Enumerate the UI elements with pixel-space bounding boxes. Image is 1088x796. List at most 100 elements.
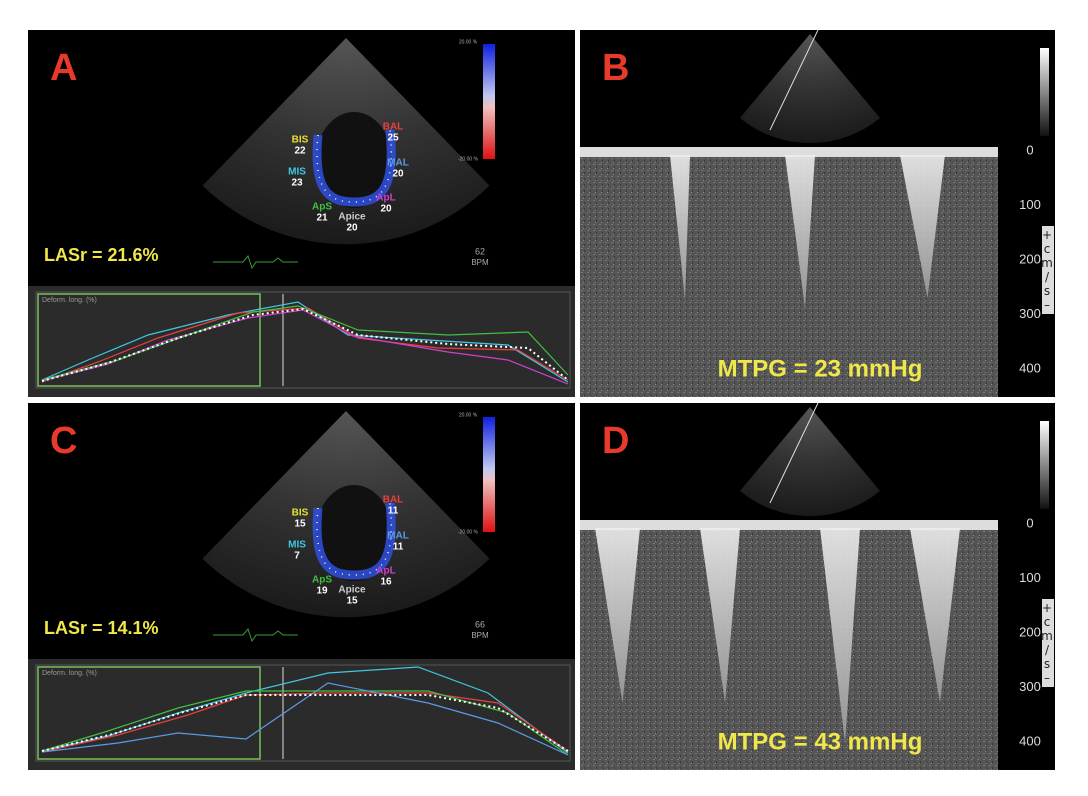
strain-plot-bg <box>28 286 575 397</box>
strain-curve <box>41 690 569 756</box>
segment-value: 11 <box>388 506 399 517</box>
segment-name: MIS <box>288 540 306 551</box>
scale-min: -20.00 % <box>458 529 479 535</box>
panel: 20.00 %-20.00 %ABIS22BAL25MIS23MAL20ApS2… <box>28 30 575 397</box>
cursor-beam <box>769 29 819 131</box>
segment-value: 23 <box>291 178 303 189</box>
segment-name: MIS <box>288 167 306 178</box>
selection-box <box>37 293 261 387</box>
axis-unit: +cm/s– <box>1040 226 1054 314</box>
jet <box>700 528 740 703</box>
segment-value: 16 <box>380 577 392 588</box>
axis-tick: 400 <box>1019 360 1041 375</box>
scale-min: -20.00 % <box>458 156 479 162</box>
plot-label: Deform. long. (%) <box>42 297 97 304</box>
strain-curve <box>41 682 569 756</box>
strain-curve <box>41 694 569 752</box>
segment-value: 22 <box>294 146 306 157</box>
scale-max: 20.00 % <box>459 412 478 418</box>
jet <box>670 155 690 300</box>
segment-value: 11 <box>393 542 404 553</box>
jet <box>900 155 945 298</box>
segment-name: ApS <box>312 202 332 213</box>
heart-rate-unit: BPM <box>471 258 489 267</box>
segment-value: 21 <box>316 213 328 224</box>
panel-letter: B <box>602 47 629 89</box>
gray-bar <box>1040 48 1049 136</box>
strain-curve <box>41 692 569 753</box>
segment-value: 25 <box>387 133 399 144</box>
segment-name: BIS <box>292 135 309 146</box>
baseline <box>580 520 998 530</box>
segment-value: 19 <box>316 586 328 597</box>
gray-bar <box>1040 421 1049 509</box>
lasr: LASr = 14.1% <box>44 618 159 638</box>
strain-plot-frame <box>35 291 571 389</box>
panel-letter: A <box>50 47 77 89</box>
color-scale <box>483 44 495 159</box>
axis-tick: 100 <box>1019 197 1041 212</box>
ecg-trace <box>213 627 298 643</box>
heart-rate: 66 <box>475 619 485 629</box>
axis-tick: 300 <box>1019 679 1041 694</box>
jet <box>820 528 860 743</box>
axis-tick: 100 <box>1019 570 1041 585</box>
jet <box>595 528 640 703</box>
axis-tick: 0 <box>1026 142 1033 157</box>
strain-curve <box>41 666 569 754</box>
atrium-contour <box>312 502 396 580</box>
segment-name: BAL <box>383 495 404 506</box>
axis-tick: 0 <box>1026 515 1033 530</box>
axis-tick: 200 <box>1019 251 1041 266</box>
axis-unit: +cm/s– <box>1040 599 1054 687</box>
panel-letter: C <box>50 420 77 462</box>
strain-curve <box>41 301 569 383</box>
baseline <box>580 147 998 157</box>
axis-tick: 200 <box>1019 624 1041 639</box>
jet <box>910 528 960 703</box>
segment-name: BAL <box>383 122 404 133</box>
strain-curve <box>41 307 569 382</box>
atrium-contour <box>312 129 396 207</box>
strain-plot-frame <box>35 664 571 762</box>
atrium <box>316 485 392 581</box>
jet <box>785 155 815 308</box>
lasr: LASr = 21.6% <box>44 245 159 265</box>
segment-name: MAL <box>387 531 409 542</box>
segment-name: ApL <box>376 193 395 204</box>
panel: 20.00 %-20.00 %CBIS15BAL11MIS7MAL11ApS19… <box>28 403 575 770</box>
segment-name: Apice <box>338 585 366 596</box>
cursor-beam <box>769 402 819 504</box>
measurement: MTPG = 43 mmHg <box>718 728 923 755</box>
axis-tick: 400 <box>1019 733 1041 748</box>
segment-value: 7 <box>294 551 300 562</box>
segment-name: BIS <box>292 508 309 519</box>
mini-fan <box>740 407 880 517</box>
panel-letter: D <box>602 420 629 462</box>
segment-value: 15 <box>294 519 306 530</box>
segment-name: ApL <box>376 566 395 577</box>
panel: B 0 100 200 300 400 MTPG = 23 mmHg <box>580 29 1055 397</box>
axis-tick: 300 <box>1019 306 1041 321</box>
segment-value: 15 <box>346 596 358 607</box>
panel: D 0 100 200 300 400 MTPG = 43 mmHg <box>580 402 1055 770</box>
segment-value: 20 <box>346 223 358 234</box>
strain-plot-bg <box>28 659 575 770</box>
selection-box <box>37 666 261 760</box>
segment-name: Apice <box>338 212 366 223</box>
color-scale <box>483 417 495 532</box>
segment-value: 20 <box>392 169 404 180</box>
plot-label: Deform. long. (%) <box>42 670 97 677</box>
scale-max: 20.00 % <box>459 39 478 45</box>
segment-value: 20 <box>380 204 392 215</box>
measurement: MTPG = 23 mmHg <box>718 355 923 382</box>
segment-name: MAL <box>387 158 409 169</box>
heart-rate: 62 <box>475 246 485 256</box>
segment-name: ApS <box>312 575 332 586</box>
heart-rate-unit: BPM <box>471 631 489 640</box>
atrium <box>316 112 392 208</box>
mini-fan <box>740 34 880 144</box>
strain-curve <box>41 305 569 381</box>
